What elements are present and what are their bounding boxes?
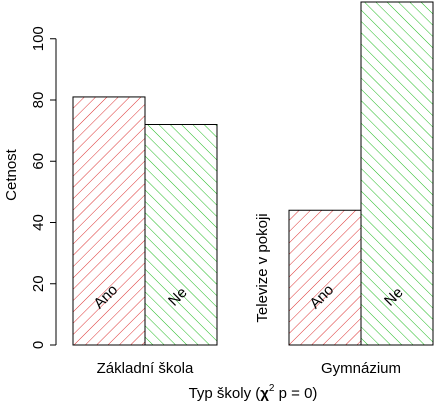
bar bbox=[360, 1, 434, 346]
group-label: Gymnázium bbox=[321, 360, 401, 377]
group-label: Základní škola bbox=[97, 360, 194, 377]
bar bbox=[144, 124, 218, 346]
x-axis-label: Typ školy (χ2 p = 0) bbox=[189, 383, 318, 402]
y-tick-label: 40 bbox=[30, 214, 47, 231]
y-tick-label: 100 bbox=[30, 26, 47, 51]
bar bbox=[288, 209, 362, 346]
y-tick-label: 80 bbox=[30, 92, 47, 109]
y-tick-label: 20 bbox=[30, 275, 47, 292]
y-tick-label: 0 bbox=[30, 341, 47, 349]
y-tick-label: 60 bbox=[30, 153, 47, 170]
bar bbox=[72, 96, 146, 346]
y-axis: 0 20 40 60 80 100 bbox=[30, 26, 57, 349]
y-axis-label: Cetnost bbox=[3, 148, 20, 201]
legend-title: Televize v pokoji bbox=[254, 213, 271, 322]
